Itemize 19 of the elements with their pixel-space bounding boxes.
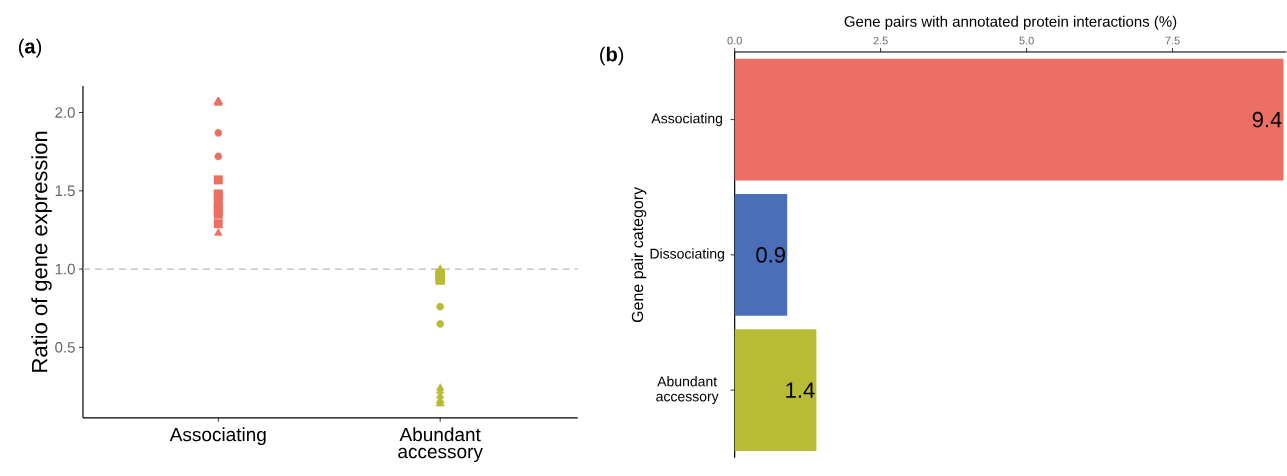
y-axis-title: Ratio of gene expression — [31, 131, 52, 372]
y-tick-label: Dissociating — [650, 248, 724, 262]
y-tick-label: 1.5 — [55, 185, 75, 197]
data-label: 0.9 — [756, 247, 785, 263]
y-tick-label: 1.0 — [55, 263, 75, 275]
text: (a) — [19, 38, 42, 58]
y-tick-label: Abundant accessory — [656, 376, 719, 405]
y-tick-label: Associating — [651, 113, 723, 127]
data-label: 9.4 — [1252, 111, 1282, 128]
text: (b) — [600, 46, 624, 66]
x-tick-label: 2.5 — [873, 36, 888, 45]
data-label: 1.4 — [786, 382, 815, 398]
x-axis-title: Gene pairs with annotated protein interactions (%) — [844, 15, 1177, 30]
x-tick-label: 5.0 — [1019, 36, 1034, 45]
y-tick-label: 2.0 — [55, 107, 75, 118]
y-axis-title: Gene pair category — [631, 187, 647, 323]
x-tick-label: 0.0 — [727, 36, 742, 45]
y-tick-label: 0.5 — [55, 342, 75, 353]
x-tick-label: 7.5 — [1165, 36, 1180, 45]
